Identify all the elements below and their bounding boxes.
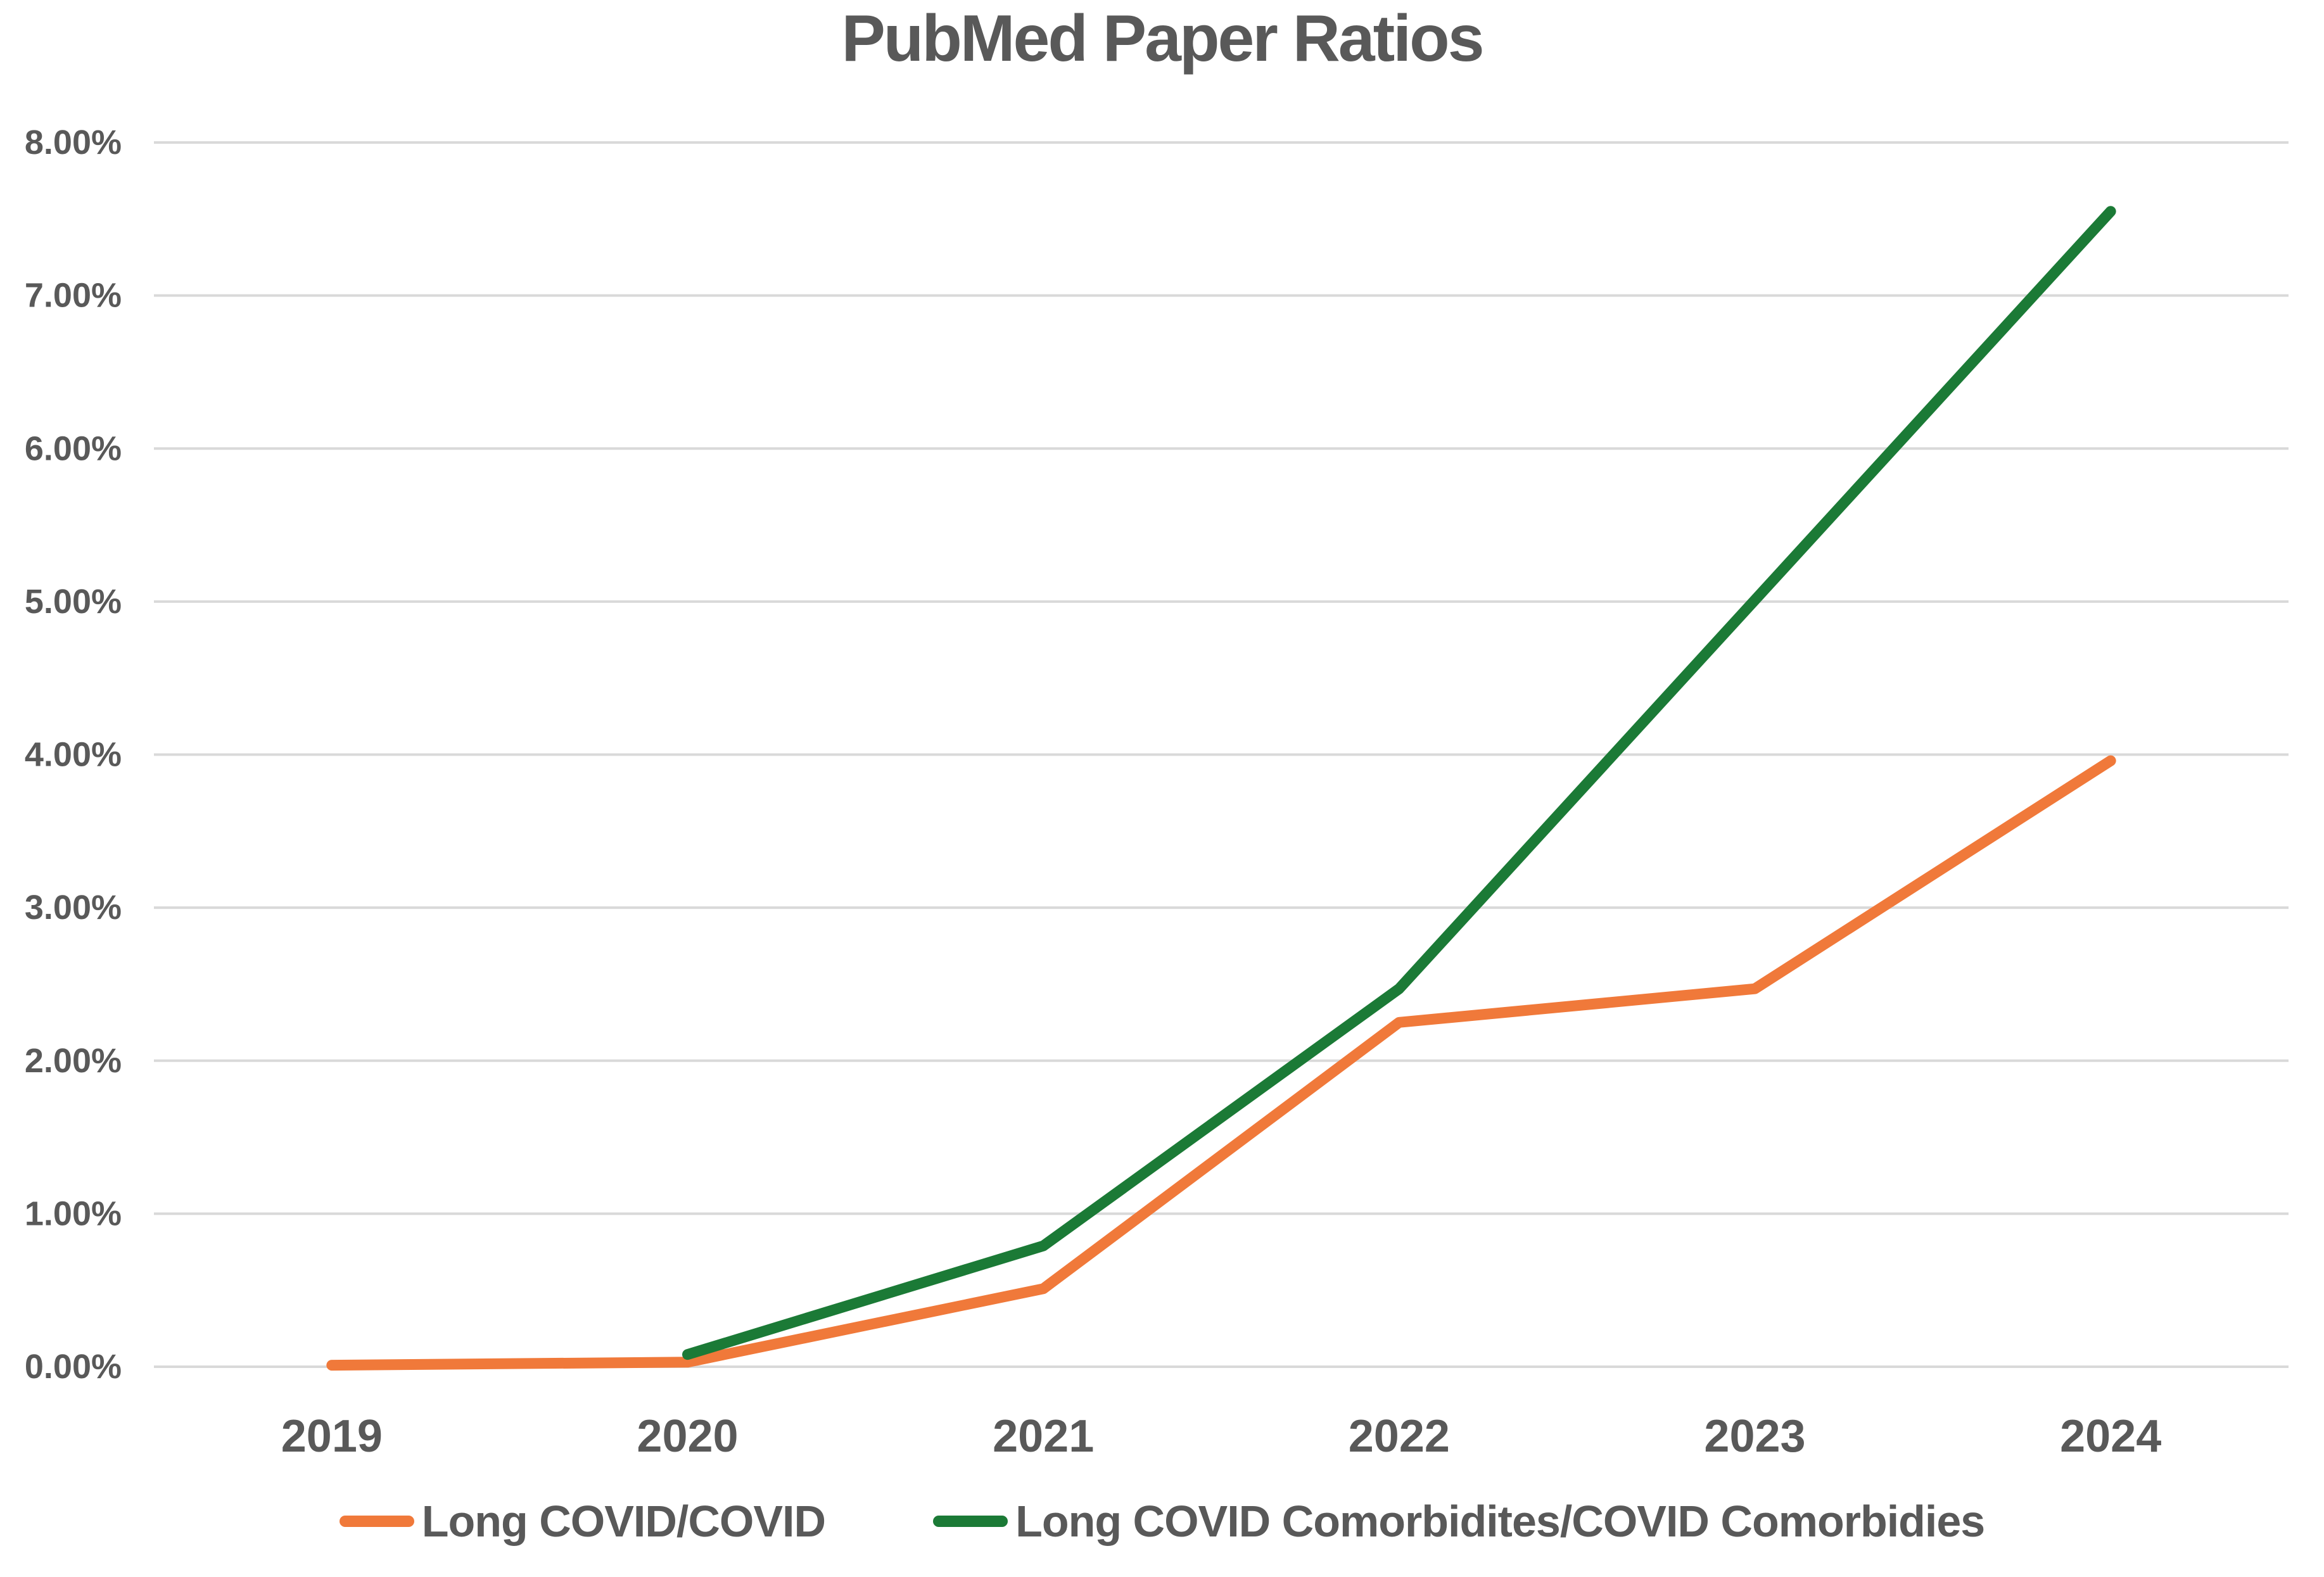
x-axis-label: 2021 <box>993 1411 1094 1462</box>
y-axis-label: 5.00% <box>25 583 122 621</box>
legend: Long COVID/COVID Long COVID Comorbidites/… <box>0 1496 2324 1547</box>
x-axis-label: 2023 <box>1704 1411 1805 1462</box>
y-axis-label: 4.00% <box>25 736 122 774</box>
x-axis-label: 2024 <box>2060 1411 2161 1462</box>
legend-item-long-covid-covid: Long COVID/COVID <box>339 1496 826 1547</box>
legend-swatch-long-covid-covid <box>339 1516 414 1527</box>
legend-label: Long COVID Comorbidites/COVID Comorbidie… <box>1015 1497 1985 1546</box>
y-axis-label: 1.00% <box>25 1194 122 1232</box>
y-axis-label: 2.00% <box>25 1042 122 1080</box>
y-axis-label: 7.00% <box>25 277 122 315</box>
chart-title: PubMed Paper Ratios <box>841 2 1484 75</box>
x-axis-label: 2022 <box>1349 1411 1450 1462</box>
legend-label: Long COVID/COVID <box>421 1497 826 1546</box>
y-axis-label: 0.00% <box>25 1348 122 1386</box>
y-axis-label: 3.00% <box>25 889 122 927</box>
legend-swatch-long-covid-comorbidites-covid-comorbidies <box>933 1516 1008 1527</box>
x-axis-label: 2020 <box>637 1411 738 1462</box>
series-line-long-covid-comorbidites-covid-comorbidies <box>682 206 2116 1360</box>
y-axis-label: 8.00% <box>25 124 122 162</box>
series-line-long-covid-covid <box>326 755 2116 1371</box>
x-axis-label: 2019 <box>281 1411 383 1462</box>
y-axis-label: 6.00% <box>25 429 122 467</box>
legend-item-long-covid-comorbidites-covid-comorbidies: Long COVID Comorbidites/COVID Comorbidie… <box>933 1496 1985 1547</box>
